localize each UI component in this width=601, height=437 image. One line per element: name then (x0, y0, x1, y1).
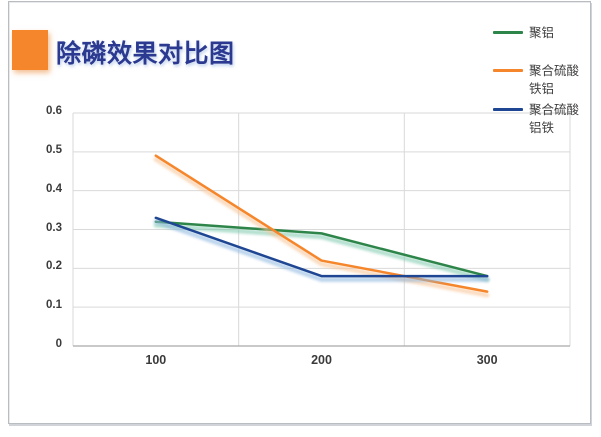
legend-label: 聚铝 (529, 26, 555, 40)
legend-label: 聚合硫酸铁铝 (529, 64, 580, 96)
series-line (154, 220, 489, 278)
y-tick-label: 0.1 (46, 299, 62, 312)
y-tick-label: 0.5 (46, 143, 62, 156)
legend-line-swatch (493, 69, 523, 72)
series-line-glow (153, 222, 490, 282)
legend-label: 聚合硫酸铝铁 (529, 103, 580, 135)
y-tick-label: 0.4 (46, 182, 62, 195)
y-tick-label: 0 (55, 338, 62, 350)
y-tick-label: 0.3 (46, 221, 62, 234)
title-accent-square (12, 30, 48, 70)
legend-item: 聚合硫酸铝铁 (493, 101, 583, 137)
page-title: 除磷效果对比图 (56, 40, 235, 68)
legend-item: 聚合硫酸铁铝 (493, 62, 583, 98)
series-line-glow (153, 156, 490, 298)
legend-line-swatch (493, 108, 523, 111)
series-line (154, 216, 489, 278)
legend-line-swatch (493, 31, 523, 34)
x-tick-label: 100 (145, 353, 167, 367)
y-axis-labels: 0 0.1 0.2 0.3 0.4 0.5 0.6 (0, 0, 62, 437)
y-tick-label: 0.2 (46, 260, 62, 273)
x-tick-label: 200 (311, 353, 332, 367)
series-line-glow (153, 219, 490, 282)
series-line (154, 154, 489, 293)
legend-item: 聚铝 (493, 24, 583, 42)
y-tick-label: 0.6 (46, 105, 62, 117)
x-tick-label: 300 (476, 353, 498, 367)
